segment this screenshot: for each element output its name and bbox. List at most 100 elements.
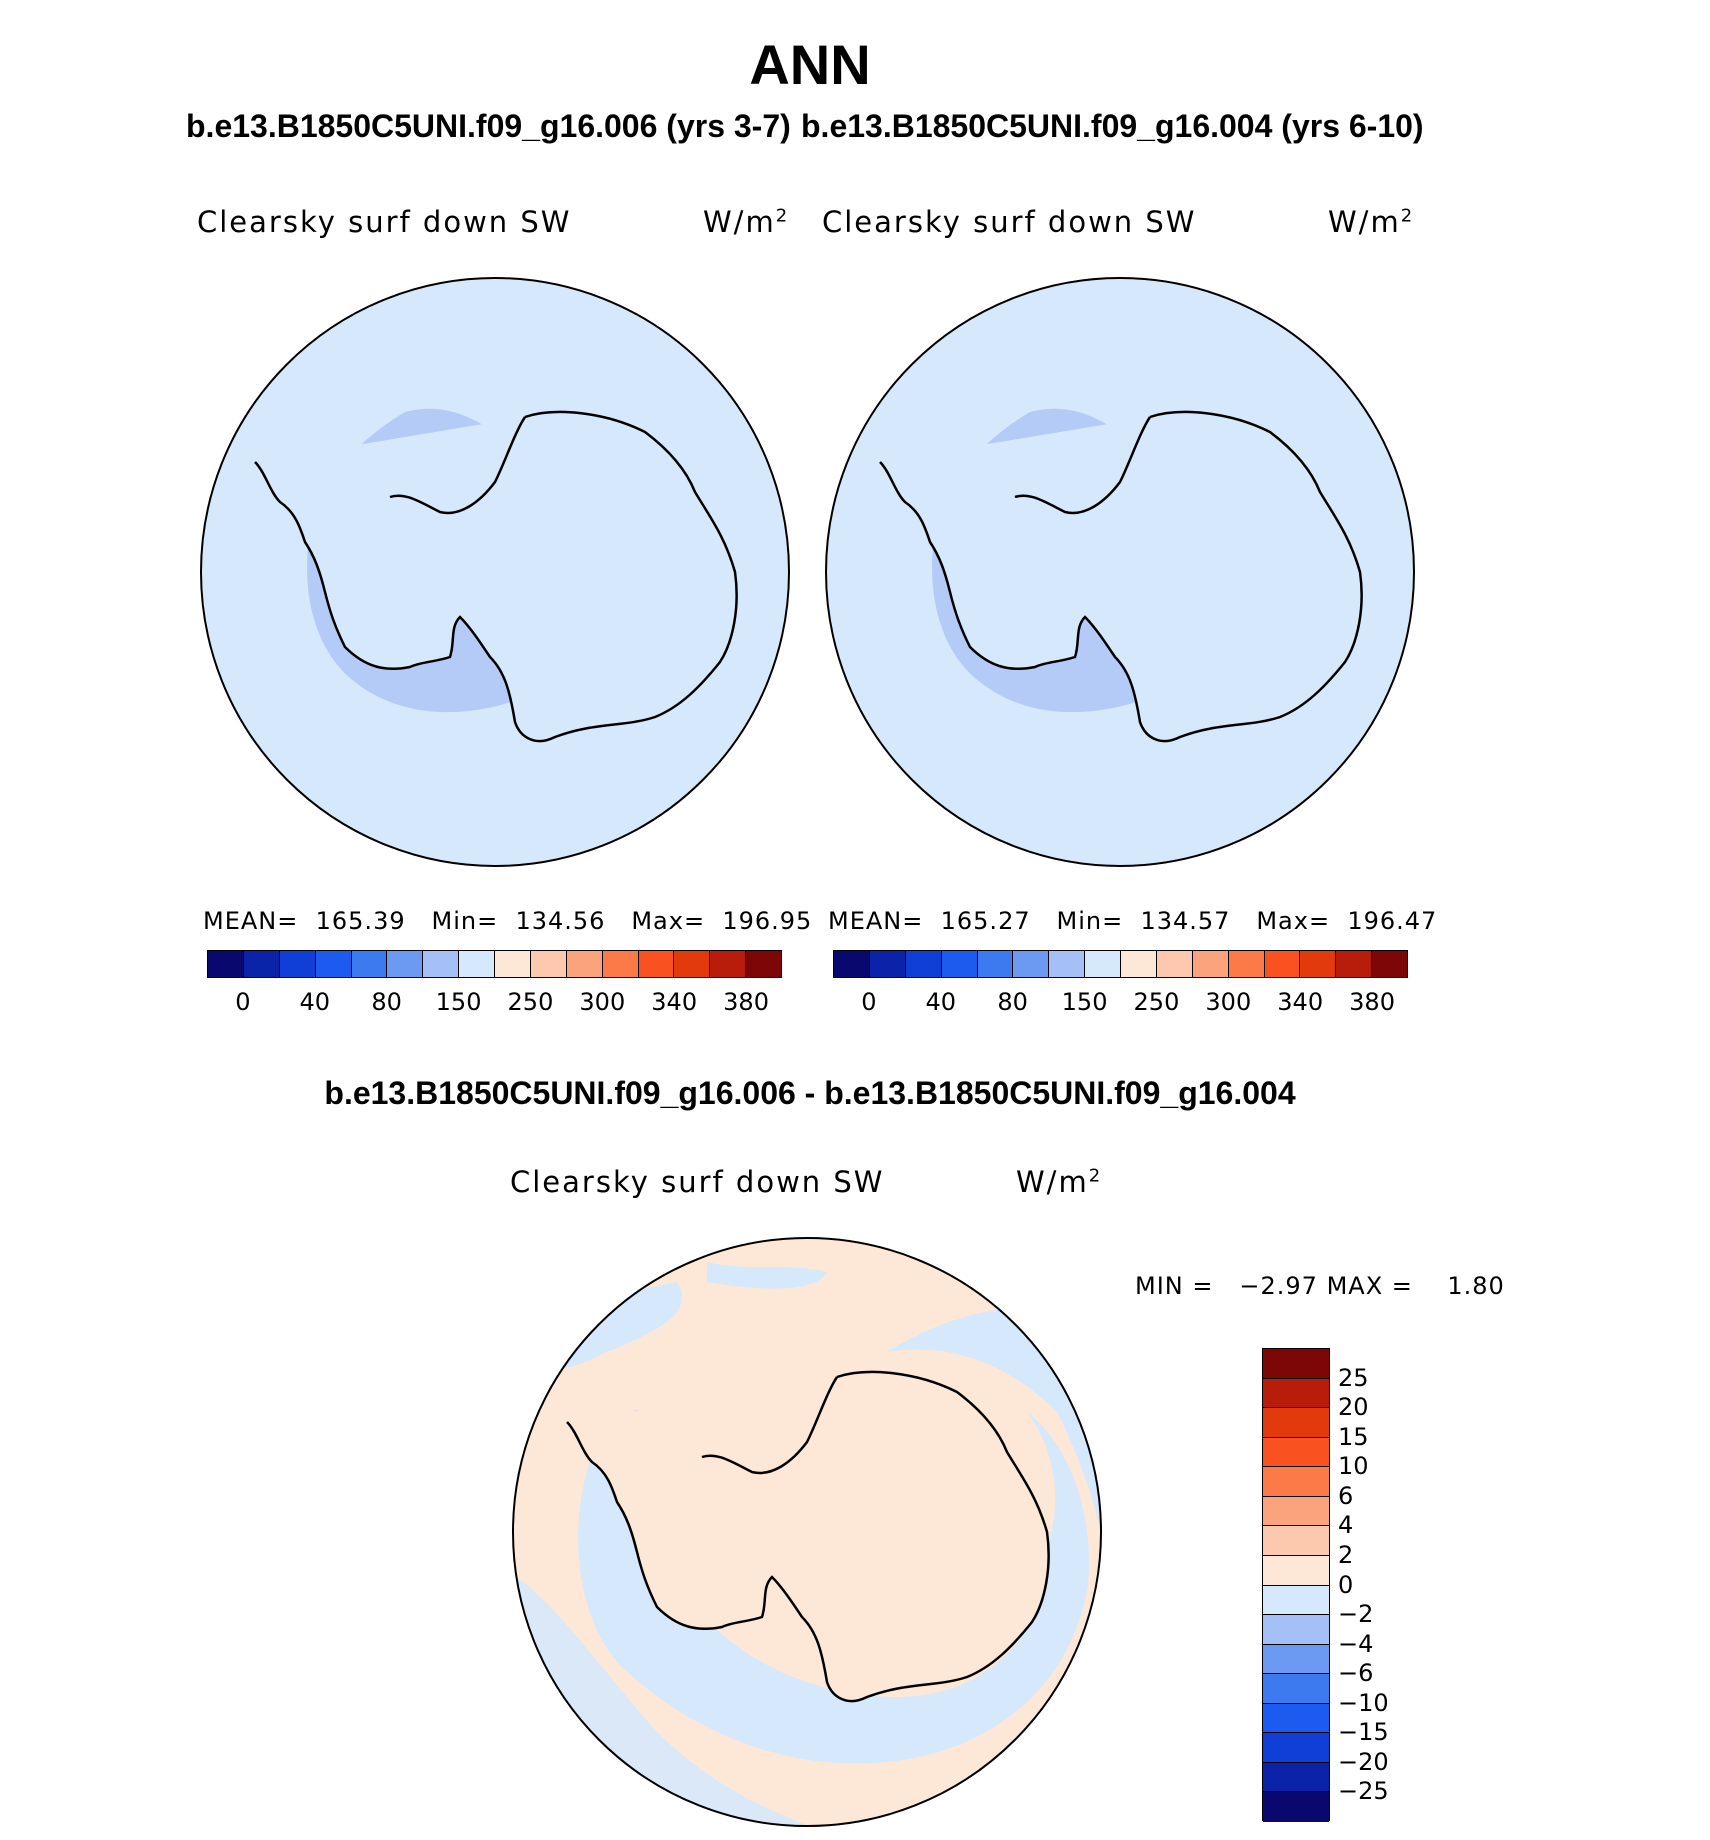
- colorbar-tick-label: −4: [1338, 1629, 1374, 1658]
- colorbar-swatch: [977, 951, 1014, 977]
- colorbar-swatch: [1263, 1615, 1329, 1645]
- colorbar-tick-label: 80: [997, 988, 1028, 1016]
- colorbar-tick-label: 40: [925, 988, 957, 1016]
- colorbar-tick-label: −10: [1338, 1688, 1389, 1717]
- map-border: [825, 277, 1415, 867]
- map-border: [512, 1237, 1102, 1827]
- colorbar-swatch: [1263, 1467, 1329, 1497]
- colorbar-swatch: [834, 951, 870, 977]
- colorbar-difference: [1262, 1348, 1330, 1822]
- colorbar-swatch: [387, 951, 424, 977]
- colorbar-tick-label: 6: [1338, 1481, 1354, 1510]
- colorbar-swatch: [869, 951, 906, 977]
- colorbar-swatch: [1263, 1526, 1329, 1556]
- colorbar-swatch: [566, 951, 603, 977]
- colorbar-swatch: [1085, 951, 1121, 977]
- antarctica-coastline: [254, 410, 738, 743]
- colorbar-tick-label: 0: [235, 988, 251, 1016]
- colorbar-swatch: [530, 951, 567, 977]
- colorbar-tick-label: 2: [1338, 1540, 1354, 1569]
- colorbar-swatch: [208, 951, 244, 977]
- colorbar-swatch: [1049, 951, 1086, 977]
- colorbar-tick-label: 250: [1133, 988, 1180, 1016]
- colorbar-swatch: [351, 951, 388, 977]
- colorbar-swatch: [1263, 1555, 1329, 1586]
- colorbar-tick-label: −25: [1338, 1777, 1389, 1806]
- colorbar-panel2: [833, 950, 1408, 978]
- map-panel1: [200, 277, 790, 867]
- colorbar-tick-label: 300: [579, 988, 626, 1016]
- colorbar-swatch: [1013, 951, 1050, 977]
- colorbar-swatch: [1228, 951, 1265, 977]
- panel1-variable: Clearsky surf down SW: [197, 205, 572, 239]
- colorbar-swatch: [1263, 1585, 1329, 1616]
- colorbar-swatch: [1121, 951, 1157, 977]
- colorbar-swatch: [1263, 1349, 1329, 1379]
- colorbar-tick-label: 15: [1338, 1422, 1369, 1451]
- colorbar-tick-label: 150: [435, 988, 482, 1016]
- colorbar-tick-label: 80: [371, 988, 402, 1016]
- panel1-units: W/m2: [703, 205, 790, 239]
- colorbar-tick-label: −2: [1338, 1600, 1374, 1629]
- colorbar-swatch: [423, 951, 460, 977]
- colorbar-swatch: [1263, 1674, 1329, 1704]
- colorbar-tick-label: −6: [1338, 1659, 1374, 1688]
- colorbar-swatch: [243, 951, 280, 977]
- colorbar-swatch: [1263, 1496, 1329, 1527]
- colorbar-swatch: [1263, 1644, 1329, 1675]
- colorbar-swatch: [495, 951, 531, 977]
- case-title-left: b.e13.B1850C5UNI.f09_g16.006 (yrs 3-7): [186, 108, 791, 144]
- colorbar-swatch: [1263, 1378, 1329, 1409]
- panel1-stats: MEAN= 165.39 Min= 134.56 Max= 196.95: [203, 907, 813, 935]
- page-title: ANN: [749, 33, 871, 96]
- colorbar-tick-label: 300: [1205, 988, 1252, 1016]
- colorbar-ticks-difference: 25 20 15 10 6 4 2 0 −2 −4 −6 −10 −15 −20 −25: [1338, 1348, 1418, 1821]
- diff-variable: Clearsky surf down SW: [510, 1165, 885, 1199]
- colorbar-swatch: [1263, 1792, 1329, 1822]
- colorbar-swatch: [1263, 1762, 1329, 1793]
- colorbar-tick-label: −20: [1338, 1747, 1389, 1776]
- map-panel2: [825, 277, 1415, 867]
- colorbar-swatch: [941, 951, 978, 977]
- antarctica-coastline: [879, 410, 1363, 743]
- colorbar-tick-label: 380: [723, 988, 769, 1016]
- colorbar-swatch: [1264, 951, 1301, 977]
- colorbar-tick-label: 40: [299, 988, 331, 1016]
- colorbar-swatch: [1192, 951, 1229, 977]
- colorbar-tick-label: 340: [1277, 988, 1324, 1016]
- colorbar-swatch: [602, 951, 639, 977]
- colorbar-swatch: [1372, 951, 1407, 977]
- colorbar-swatch: [459, 951, 495, 977]
- colorbar-tick-label: 250: [507, 988, 554, 1016]
- diff-units: W/m2: [1016, 1165, 1103, 1199]
- colorbar-swatch: [1263, 1408, 1329, 1438]
- colorbar-tick-label: −15: [1338, 1718, 1389, 1747]
- colorbar-tick-label: 4: [1338, 1511, 1354, 1540]
- colorbar-swatch: [746, 951, 781, 977]
- colorbar-swatch: [710, 951, 747, 977]
- colorbar-swatch: [638, 951, 675, 977]
- map-difference: [512, 1237, 1102, 1827]
- map-border: [200, 277, 790, 867]
- panel2-stats: MEAN= 165.27 Min= 134.57 Max= 196.47: [828, 907, 1438, 935]
- colorbar-swatch: [1156, 951, 1193, 977]
- colorbar-panel1: [207, 950, 782, 978]
- colorbar-swatch: [315, 951, 352, 977]
- colorbar-tick-label: 20: [1338, 1393, 1369, 1422]
- colorbar-swatch: [1300, 951, 1337, 977]
- antarctica-coastline: [566, 1370, 1050, 1703]
- colorbar-swatch: [1263, 1733, 1329, 1763]
- colorbar-tick-label: 150: [1061, 988, 1108, 1016]
- colorbar-swatch: [1336, 951, 1373, 977]
- colorbar-tick-label: 380: [1349, 988, 1395, 1016]
- colorbar-ticks-panel1: 0 40 80 150 250 300 340 380: [207, 988, 782, 1018]
- colorbar-swatch: [905, 951, 942, 977]
- colorbar-tick-label: 10: [1338, 1452, 1369, 1481]
- colorbar-tick-label: 0: [1338, 1570, 1354, 1599]
- colorbar-swatch: [1263, 1703, 1329, 1734]
- difference-title: b.e13.B1850C5UNI.f09_g16.006 - b.e13.B18…: [324, 1075, 1296, 1111]
- panel2-variable: Clearsky surf down SW: [822, 205, 1197, 239]
- colorbar-tick-label: 340: [651, 988, 698, 1016]
- colorbar-swatch: [1263, 1437, 1329, 1468]
- case-title-right: b.e13.B1850C5UNI.f09_g16.004 (yrs 6-10): [801, 108, 1424, 144]
